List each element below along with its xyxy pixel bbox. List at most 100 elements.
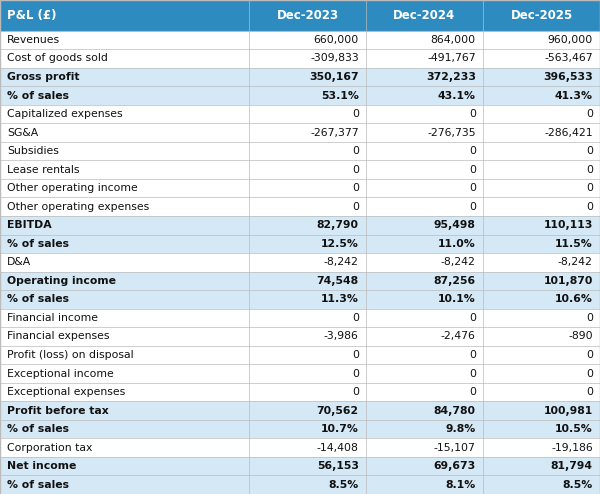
Text: 660,000: 660,000 (314, 35, 359, 45)
Text: 100,981: 100,981 (544, 406, 593, 415)
Text: 10.5%: 10.5% (555, 424, 593, 434)
Text: 41.3%: 41.3% (555, 90, 593, 100)
Text: 81,794: 81,794 (551, 461, 593, 471)
Text: Capitalized expenses: Capitalized expenses (7, 109, 123, 119)
Text: Subsidies: Subsidies (7, 146, 59, 156)
Text: 864,000: 864,000 (431, 35, 476, 45)
Bar (0, 364, 600, 383)
Text: Net income: Net income (7, 461, 77, 471)
Text: -19,186: -19,186 (551, 443, 593, 453)
Text: -14,408: -14,408 (317, 443, 359, 453)
Text: 0: 0 (469, 109, 476, 119)
Text: 0: 0 (586, 313, 593, 323)
Text: % of sales: % of sales (7, 480, 69, 490)
Text: D&A: D&A (7, 257, 31, 267)
Text: -267,377: -267,377 (310, 127, 359, 137)
Text: Operating income: Operating income (7, 276, 116, 286)
Text: % of sales: % of sales (7, 239, 69, 249)
Text: Other operating income: Other operating income (7, 183, 138, 193)
Text: 0: 0 (586, 109, 593, 119)
Text: 110,113: 110,113 (544, 220, 593, 230)
Text: 101,870: 101,870 (544, 276, 593, 286)
Text: 0: 0 (586, 350, 593, 360)
Text: 960,000: 960,000 (548, 35, 593, 45)
Text: 0: 0 (586, 146, 593, 156)
Text: 0: 0 (586, 202, 593, 212)
Text: 372,233: 372,233 (426, 72, 476, 82)
Text: 0: 0 (469, 165, 476, 175)
Text: % of sales: % of sales (7, 90, 69, 100)
Text: % of sales: % of sales (7, 424, 69, 434)
Text: 0: 0 (469, 350, 476, 360)
Text: 0: 0 (586, 165, 593, 175)
Text: 11.5%: 11.5% (555, 239, 593, 249)
Text: 84,780: 84,780 (434, 406, 476, 415)
Bar (0, 290, 600, 309)
Text: 0: 0 (469, 202, 476, 212)
Text: 0: 0 (469, 313, 476, 323)
Text: 0: 0 (352, 165, 359, 175)
Bar (0, 31, 600, 49)
Text: -890: -890 (568, 331, 593, 341)
Text: -2,476: -2,476 (441, 331, 476, 341)
Bar (0, 179, 600, 198)
Bar (0, 420, 600, 438)
Text: 0: 0 (469, 369, 476, 378)
Text: Dec-2025: Dec-2025 (511, 9, 572, 22)
Text: Profit (loss) on disposal: Profit (loss) on disposal (7, 350, 134, 360)
Text: 70,562: 70,562 (317, 406, 359, 415)
Bar (0, 216, 600, 235)
Bar (0, 68, 600, 86)
Bar (0, 142, 600, 161)
Text: Exceptional expenses: Exceptional expenses (7, 387, 125, 397)
Text: Dec-2023: Dec-2023 (277, 9, 338, 22)
Text: Dec-2024: Dec-2024 (394, 9, 455, 22)
Bar (0, 235, 600, 253)
Text: 0: 0 (469, 146, 476, 156)
Text: -309,833: -309,833 (310, 53, 359, 63)
Text: 0: 0 (352, 387, 359, 397)
Text: Financial expenses: Financial expenses (7, 331, 110, 341)
Text: Lease rentals: Lease rentals (7, 165, 80, 175)
Bar (0, 327, 600, 346)
Text: 56,153: 56,153 (317, 461, 359, 471)
Text: 87,256: 87,256 (434, 276, 476, 286)
Bar (0, 309, 600, 327)
Bar (0, 272, 600, 290)
Text: Exceptional income: Exceptional income (7, 369, 114, 378)
Text: 12.5%: 12.5% (321, 239, 359, 249)
Bar (0, 105, 600, 124)
Bar (0, 438, 600, 457)
Text: EBITDA: EBITDA (7, 220, 52, 230)
Text: 396,533: 396,533 (543, 72, 593, 82)
Text: Financial income: Financial income (7, 313, 98, 323)
Text: 82,790: 82,790 (317, 220, 359, 230)
Text: 11.3%: 11.3% (321, 294, 359, 304)
Text: 0: 0 (586, 369, 593, 378)
Text: Corporation tax: Corporation tax (7, 443, 92, 453)
Text: 0: 0 (352, 109, 359, 119)
Bar (0, 346, 600, 364)
Text: 10.1%: 10.1% (438, 294, 476, 304)
Text: 69,673: 69,673 (434, 461, 476, 471)
Text: -563,467: -563,467 (544, 53, 593, 63)
Text: Revenues: Revenues (7, 35, 61, 45)
Text: Gross profit: Gross profit (7, 72, 80, 82)
Text: SG&A: SG&A (7, 127, 38, 137)
Text: 0: 0 (469, 183, 476, 193)
Text: 11.0%: 11.0% (438, 239, 476, 249)
Text: -3,986: -3,986 (324, 331, 359, 341)
Text: 0: 0 (586, 387, 593, 397)
Text: 74,548: 74,548 (317, 276, 359, 286)
Text: 43.1%: 43.1% (438, 90, 476, 100)
Text: -15,107: -15,107 (434, 443, 476, 453)
Text: 0: 0 (352, 202, 359, 212)
Text: 0: 0 (352, 313, 359, 323)
Bar (0, 49, 600, 68)
Bar (0, 401, 600, 420)
Text: 350,167: 350,167 (309, 72, 359, 82)
Bar (0, 475, 600, 494)
Text: 95,498: 95,498 (434, 220, 476, 230)
Bar (0, 161, 600, 179)
Text: 0: 0 (352, 183, 359, 193)
